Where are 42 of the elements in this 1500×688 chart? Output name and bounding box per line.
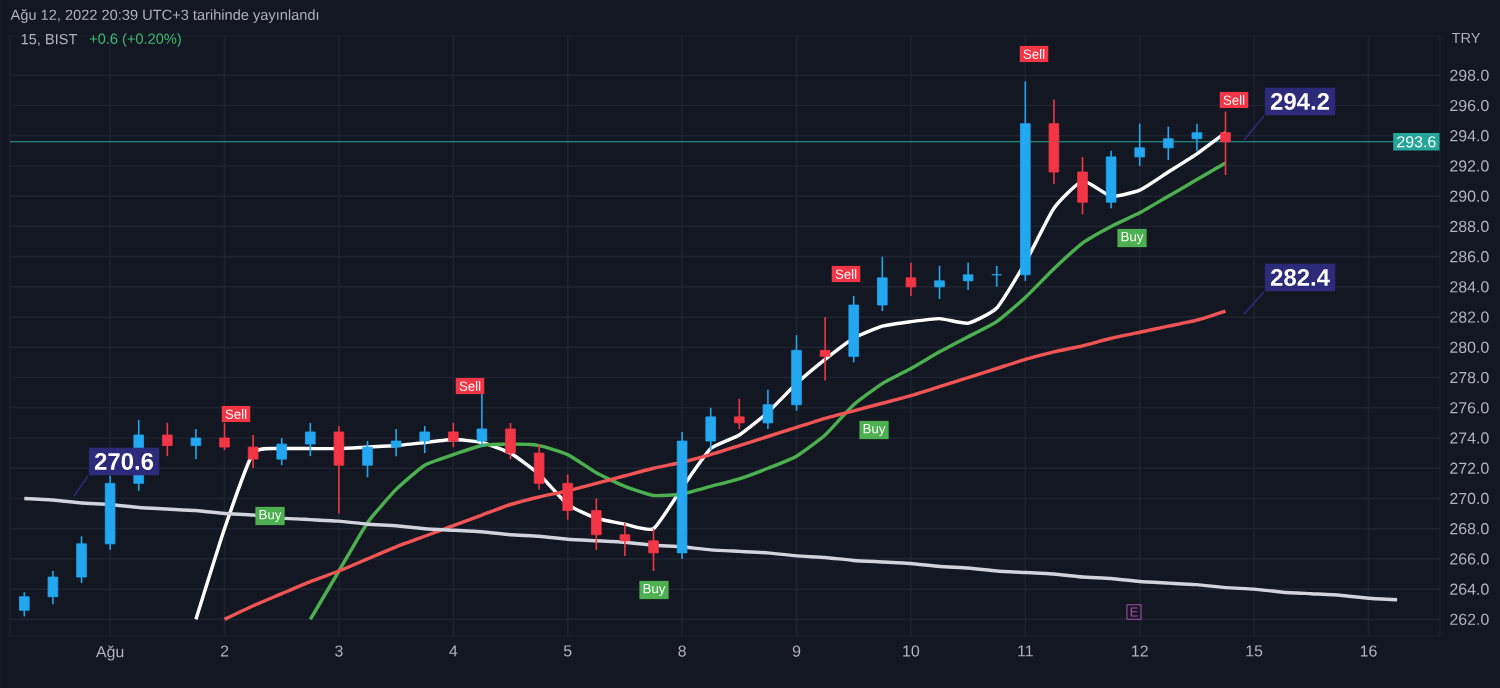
candlestick <box>448 422 459 448</box>
annotation: 294.2 <box>1270 92 1329 110</box>
line-series <box>22 496 1399 602</box>
candlestick <box>533 443 545 491</box>
candlestick <box>962 261 974 291</box>
candlestick <box>362 440 373 479</box>
candlestick <box>991 264 1002 288</box>
candlestick <box>190 428 202 460</box>
candlestick <box>476 391 488 448</box>
candlestick <box>562 473 573 521</box>
candlestick <box>619 521 631 557</box>
line-series <box>222 309 1228 622</box>
candlestick <box>1163 125 1174 161</box>
candlestick <box>76 535 87 584</box>
candlestick <box>1134 122 1145 167</box>
line-series <box>308 161 1228 622</box>
candlestick <box>934 264 945 300</box>
candlestick <box>19 591 30 618</box>
line-series <box>194 130 1228 622</box>
candlestick <box>819 316 831 382</box>
candlestick <box>390 428 402 457</box>
candlestick <box>762 388 774 430</box>
candlestick <box>1105 150 1117 210</box>
annotation: 270.6 <box>94 452 154 470</box>
candlestick <box>1077 156 1088 216</box>
candlestick <box>47 570 59 606</box>
candlestick <box>162 422 173 457</box>
candlestick <box>648 527 659 572</box>
candlestick <box>1191 122 1203 152</box>
annotation: 282.4 <box>1270 268 1330 286</box>
candlestick <box>705 406 716 451</box>
candlestick <box>419 425 430 454</box>
candlestick <box>1220 110 1231 176</box>
candlestick <box>276 437 287 467</box>
candlestick <box>877 255 888 312</box>
candlestick <box>734 397 745 430</box>
candlestick <box>505 422 516 460</box>
candlestick <box>305 422 316 457</box>
candlestick <box>333 425 345 515</box>
candlestick <box>247 434 259 470</box>
candlestick <box>905 261 917 297</box>
candlestick <box>591 497 602 551</box>
